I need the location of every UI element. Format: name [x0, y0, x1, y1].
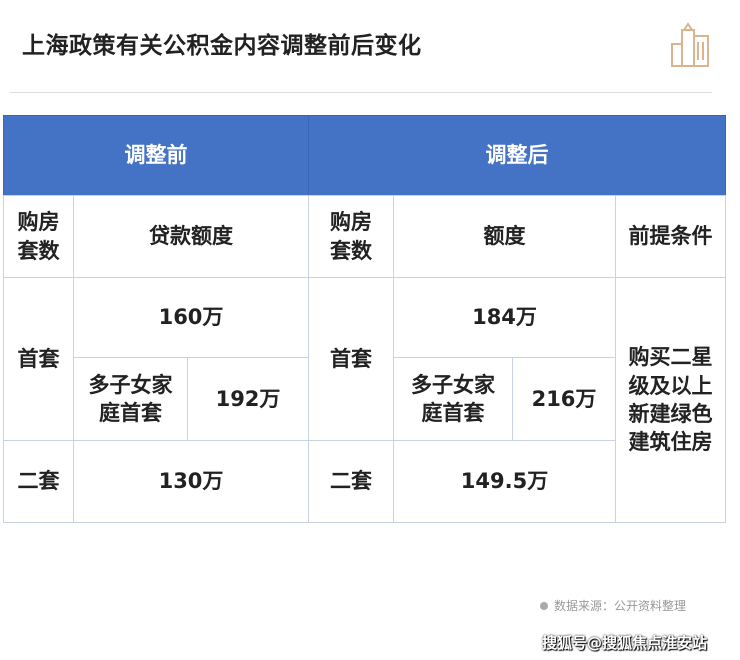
- header-after: 调整后: [308, 115, 726, 196]
- first-home-label-after: 首套: [308, 277, 394, 441]
- bullet-icon: [540, 602, 548, 610]
- data-source: 数据来源：公开资料整理: [540, 597, 686, 614]
- first-before-multi-amount: 192万: [187, 357, 309, 441]
- second-home-label: 二套: [3, 440, 74, 523]
- col-amount: 额度: [393, 195, 616, 278]
- col-purchase-count-after: 购房套数: [308, 195, 394, 278]
- first-before-multi-label: 多子女家庭首套: [73, 357, 188, 441]
- first-home-label: 首套: [3, 277, 74, 441]
- page-title: 上海政策有关公积金内容调整前后变化: [22, 33, 422, 59]
- col-purchase-count: 购房套数: [3, 195, 74, 278]
- second-before-amount: 130万: [73, 440, 309, 523]
- first-after-amount: 184万: [393, 277, 616, 358]
- col-condition: 前提条件: [615, 195, 726, 278]
- second-home-label-after: 二套: [308, 440, 394, 523]
- header-before: 调整前: [3, 115, 309, 196]
- building-icon: [671, 22, 709, 67]
- condition-text: 购买二星级及以上新建绿色建筑住房: [615, 277, 726, 523]
- watermark: 搜狐号@搜狐焦点淮安站: [542, 634, 708, 652]
- first-after-multi-label: 多子女家庭首套: [393, 357, 513, 441]
- col-loan-amount: 贷款额度: [73, 195, 309, 278]
- divider: [10, 92, 712, 93]
- first-before-amount: 160万: [73, 277, 309, 358]
- second-after-amount: 149.5万: [393, 440, 616, 523]
- first-after-multi-amount: 216万: [512, 357, 616, 441]
